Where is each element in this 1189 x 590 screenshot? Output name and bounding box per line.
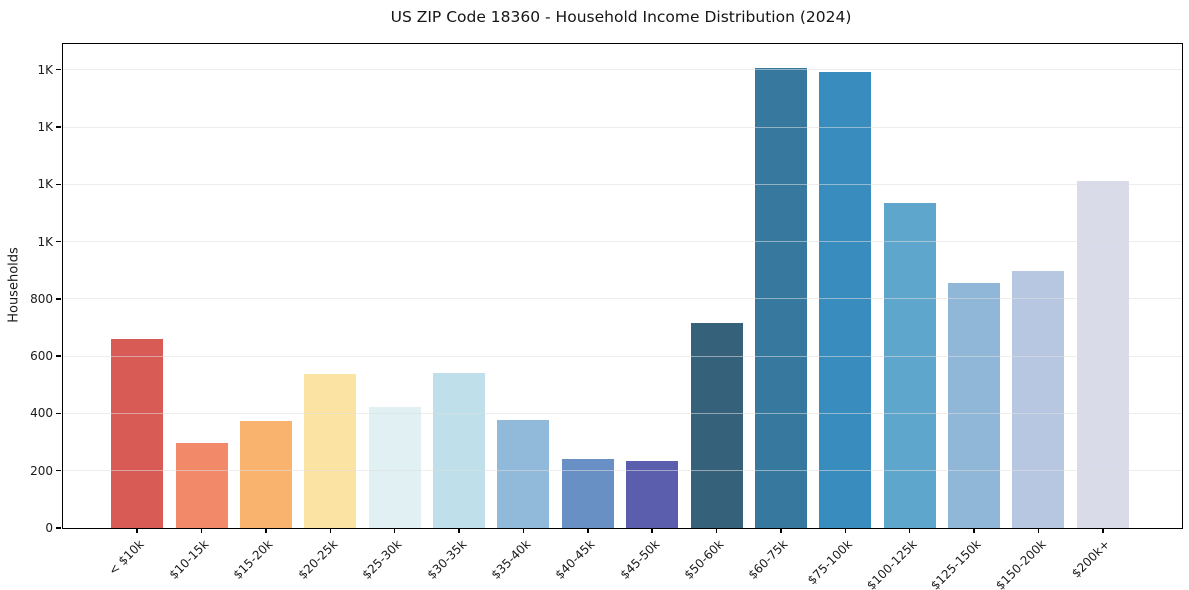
x-tick-mark <box>651 528 653 533</box>
bar-$200k+ <box>1076 181 1129 528</box>
y-axis-label: Households <box>6 247 22 323</box>
x-tick-label: $125-150k <box>928 537 984 590</box>
x-tick-label: $60-75k <box>745 537 791 582</box>
x-tick-mark <box>329 528 331 533</box>
x-tick-mark <box>265 528 267 533</box>
bar-$35-40k <box>497 419 550 528</box>
gridline-1600 <box>63 69 1182 71</box>
x-tick-label: $20-25k <box>295 537 341 582</box>
y-tick-label: 1K <box>37 177 53 192</box>
y-tick-mark <box>56 527 62 529</box>
y-tick-mark <box>56 470 62 472</box>
x-tick-label: $40-45k <box>552 537 598 582</box>
y-tick-label: 0 <box>45 521 53 535</box>
y-tick-label: 1K <box>37 120 53 135</box>
x-tick-label: $200k+ <box>1069 537 1113 581</box>
y-tick-mark <box>56 298 62 300</box>
plot-area: 0 200 400 600 800 1K 1K 1K 1K < $10k $10-15k $15-20… <box>30 43 1183 590</box>
x-tick-label: $25-30k <box>359 537 405 582</box>
x-tick-mark <box>458 528 460 533</box>
gridline-1200 <box>63 183 1182 185</box>
x-tick-label: $35-40k <box>488 537 534 582</box>
chart-title: US ZIP Code 18360 - Household Income Dis… <box>390 8 852 26</box>
y-tick-mark <box>56 240 62 243</box>
bar-$75-100k <box>819 71 872 528</box>
bar-$30-35k <box>433 373 486 528</box>
x-tick-mark <box>1037 528 1040 533</box>
y-tick-label: 1K <box>37 62 53 77</box>
y-tick-mark <box>56 355 62 357</box>
bar-$40-45k <box>561 459 614 528</box>
bar-$25-30k <box>368 406 421 528</box>
y-tick-label: 200 <box>30 463 53 478</box>
bar-$20-25k <box>304 373 357 528</box>
x-tick-mark <box>1102 528 1104 533</box>
x-tick-label: $10-15k <box>166 537 212 582</box>
y-tick-label: 600 <box>30 349 53 364</box>
x-tick-label: $15-20k <box>230 537 276 582</box>
gridline-1400 <box>63 126 1182 128</box>
bar-$125-150k <box>948 283 1001 528</box>
y-tick-label: 400 <box>30 406 53 421</box>
y-tick-label: 1K <box>37 234 53 249</box>
bar-$15-20k <box>239 420 292 528</box>
bar-$60-75k <box>754 67 807 528</box>
x-tick-mark <box>522 528 525 533</box>
x-tick-label: $30-35k <box>424 537 469 582</box>
bar-$10-15k <box>175 443 228 528</box>
x-tick-label: $150-200k <box>992 537 1049 590</box>
bar-$45-50k <box>626 461 679 528</box>
y-tick-mark <box>56 183 62 186</box>
bar-< $10k <box>111 338 164 528</box>
x-tick-mark <box>136 528 138 533</box>
x-tick-mark <box>844 528 846 533</box>
x-tick-label: < $10k <box>106 537 148 578</box>
bar-$100-125k <box>883 202 936 528</box>
x-tick-mark <box>908 528 911 533</box>
gridline-1000 <box>63 241 1182 243</box>
y-tick-mark <box>56 126 62 128</box>
x-tick-mark <box>780 528 782 533</box>
x-tick-label: $50-60k <box>681 537 727 582</box>
y-tick-label: 800 <box>30 291 53 306</box>
y-tick-mark <box>56 412 62 415</box>
x-tick-label: $45-50k <box>617 537 663 582</box>
x-tick-label: $75-100k <box>804 537 856 588</box>
x-tick-mark <box>200 528 203 533</box>
bar-$150-200k <box>1012 270 1065 528</box>
x-tick-label: $100-125k <box>863 537 920 590</box>
x-tick-mark <box>587 528 589 533</box>
x-tick-mark <box>393 528 396 533</box>
x-tick-mark <box>973 528 975 533</box>
bar-$50-60k <box>690 322 743 528</box>
y-tick-mark <box>56 69 62 71</box>
x-tick-mark <box>715 528 718 533</box>
